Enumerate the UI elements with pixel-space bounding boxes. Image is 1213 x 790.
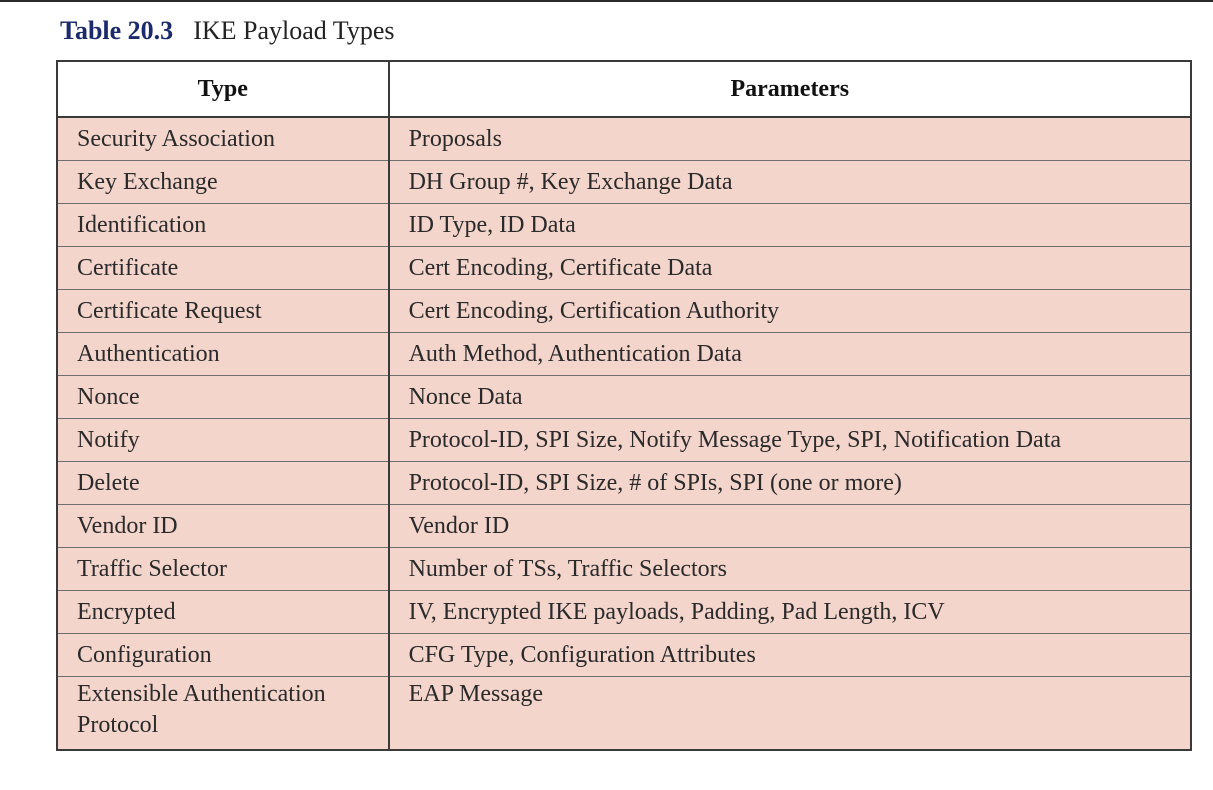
parameters-cell: Number of TSs, Traffic Selectors (387, 547, 1193, 591)
parameters-cell: Protocol-ID, SPI Size, # of SPIs, SPI (o… (387, 461, 1193, 505)
table-row: Delete Protocol-ID, SPI Size, # of SPIs,… (56, 461, 1193, 505)
type-cell: Delete (56, 461, 390, 505)
parameters-cell: Protocol-ID, SPI Size, Notify Message Ty… (387, 418, 1193, 462)
column-header-type: Type (56, 60, 390, 118)
parameters-cell: EAP Message (387, 676, 1193, 750)
parameters-cell: Auth Method, Authentication Data (387, 332, 1193, 376)
type-cell: Vendor ID (56, 504, 390, 548)
table-row: Identification ID Type, ID Data (56, 203, 1193, 247)
table-caption: Table 20.3 IKE Payload Types (60, 14, 395, 48)
type-cell: Notify (56, 418, 390, 462)
type-cell: Security Association (56, 116, 390, 161)
table-row: Vendor ID Vendor ID (56, 504, 1193, 548)
type-cell: Key Exchange (56, 160, 390, 204)
type-cell: Nonce (56, 375, 390, 419)
table-row: Traffic Selector Number of TSs, Traffic … (56, 547, 1193, 591)
table-row: Configuration CFG Type, Configuration At… (56, 633, 1193, 677)
table-row: Security Association Proposals (56, 116, 1193, 161)
table-row: Notify Protocol-ID, SPI Size, Notify Mes… (56, 418, 1193, 462)
table-row: Extensible Authentication Protocol EAP M… (56, 676, 1193, 750)
table-row: Certificate Request Cert Encoding, Certi… (56, 289, 1193, 333)
table-number: Table 20.3 (60, 16, 174, 45)
type-cell: Encrypted (56, 590, 390, 634)
header-row: Type Parameters (56, 60, 1193, 118)
type-cell: Extensible Authentication Protocol (56, 676, 390, 750)
parameters-cell: DH Group #, Key Exchange Data (387, 160, 1193, 204)
table-row: Nonce Nonce Data (56, 375, 1193, 419)
table-row: Key Exchange DH Group #, Key Exchange Da… (56, 160, 1193, 204)
parameters-cell: IV, Encrypted IKE payloads, Padding, Pad… (387, 590, 1193, 634)
table-title: IKE Payload Types (193, 16, 395, 45)
table-row: Certificate Cert Encoding, Certificate D… (56, 246, 1193, 290)
type-cell: Traffic Selector (56, 547, 390, 591)
table-row: Encrypted IV, Encrypted IKE payloads, Pa… (56, 590, 1193, 634)
column-header-parameters: Parameters (387, 60, 1193, 118)
parameters-cell: ID Type, ID Data (387, 203, 1193, 247)
type-cell: Authentication (56, 332, 390, 376)
type-cell: Configuration (56, 633, 390, 677)
top-rule (0, 0, 1213, 2)
parameters-cell: Nonce Data (387, 375, 1193, 419)
type-cell: Certificate Request (56, 289, 390, 333)
parameters-cell: Vendor ID (387, 504, 1193, 548)
table-row: Authentication Auth Method, Authenticati… (56, 332, 1193, 376)
parameters-cell: CFG Type, Configuration Attributes (387, 633, 1193, 677)
parameters-cell: Cert Encoding, Certification Authority (387, 289, 1193, 333)
ike-payload-table: Type Parameters Security Association Pro… (56, 60, 1193, 751)
type-cell: Certificate (56, 246, 390, 290)
parameters-cell: Cert Encoding, Certificate Data (387, 246, 1193, 290)
parameters-cell: Proposals (387, 116, 1193, 161)
type-cell: Identification (56, 203, 390, 247)
